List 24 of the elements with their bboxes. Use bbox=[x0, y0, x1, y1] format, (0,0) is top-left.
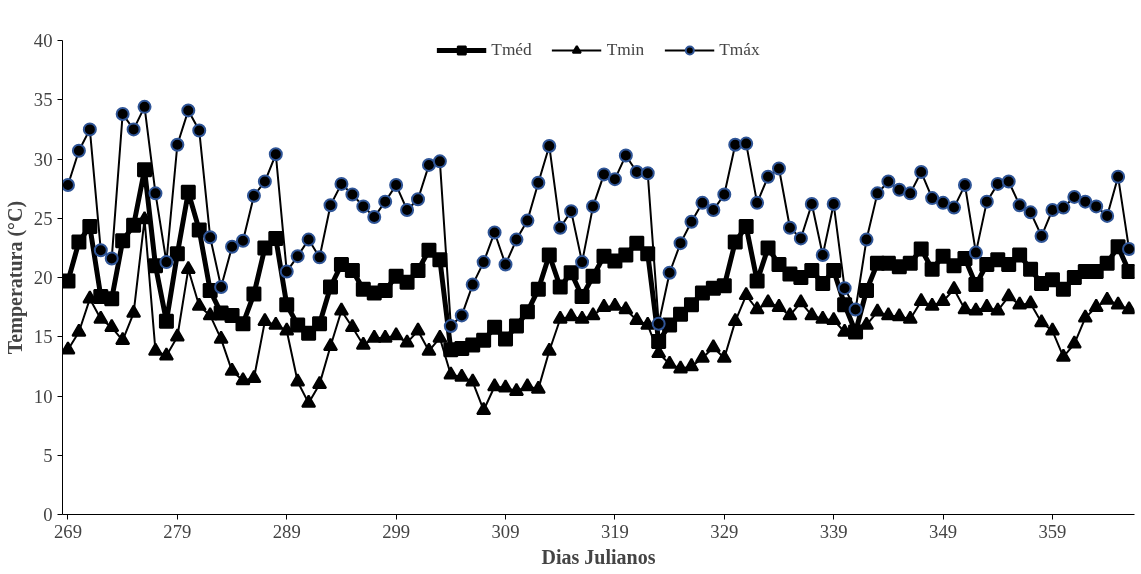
x-tick-label: 329 bbox=[710, 520, 739, 542]
legend-label: Tmáx bbox=[719, 40, 760, 60]
x-axis-title: Dias Julianos bbox=[541, 545, 656, 568]
x-tick-label: 319 bbox=[600, 520, 629, 542]
legend-label: Tméd bbox=[491, 40, 532, 60]
y-tick-label: 5 bbox=[43, 444, 53, 466]
x-tick-label: 269 bbox=[53, 520, 82, 542]
y-tick-label: 25 bbox=[33, 207, 53, 229]
y-tick-label: 10 bbox=[33, 385, 53, 407]
x-tick-label: 339 bbox=[819, 520, 848, 542]
x-tick-label: 289 bbox=[272, 520, 301, 542]
legend-label: Tmin bbox=[606, 40, 645, 60]
y-axis-title: Temperatura (°C) bbox=[3, 200, 27, 355]
y-tick-label: 0 bbox=[43, 504, 53, 525]
y-tick-label: 20 bbox=[33, 267, 53, 288]
x-tick-label: 359 bbox=[1038, 520, 1067, 542]
y-tick-label: 40 bbox=[33, 30, 53, 51]
x-tick-label: 309 bbox=[491, 520, 520, 542]
y-tick-label: 15 bbox=[33, 326, 53, 348]
x-tick-label: 299 bbox=[382, 520, 411, 542]
y-tick-label: 35 bbox=[33, 89, 53, 111]
y-tick-label: 30 bbox=[33, 148, 53, 170]
x-tick-label: 279 bbox=[163, 520, 192, 542]
x-tick-label: 349 bbox=[929, 520, 958, 542]
